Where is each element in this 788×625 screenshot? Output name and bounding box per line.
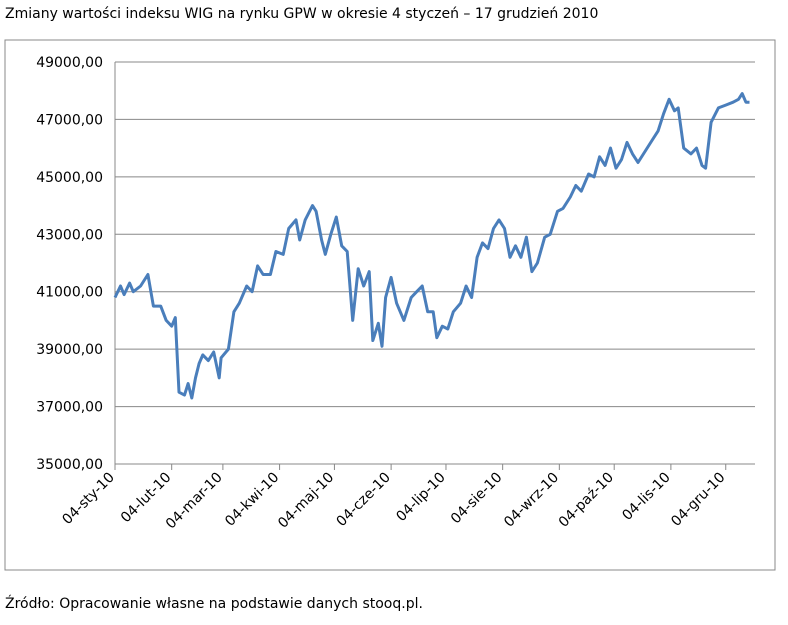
y-tick-label: 41000,00	[36, 285, 103, 301]
y-tick-label: 47000,00	[36, 112, 103, 128]
source-note: Źródło: Opracowanie własne na podstawie …	[5, 594, 423, 612]
y-tick-label: 35000,00	[36, 457, 103, 473]
data-line	[113, 92, 750, 400]
y-tick-label: 39000,00	[36, 342, 103, 358]
y-tick-label: 45000,00	[36, 170, 103, 186]
chart-title: Zmiany wartości indeksu WIG na rynku GPW…	[5, 6, 598, 22]
y-tick-label: 37000,00	[36, 400, 103, 416]
y-tick-label: 49000,00	[36, 55, 103, 71]
y-tick-label: 43000,00	[36, 227, 103, 243]
chart-frame	[4, 39, 776, 571]
